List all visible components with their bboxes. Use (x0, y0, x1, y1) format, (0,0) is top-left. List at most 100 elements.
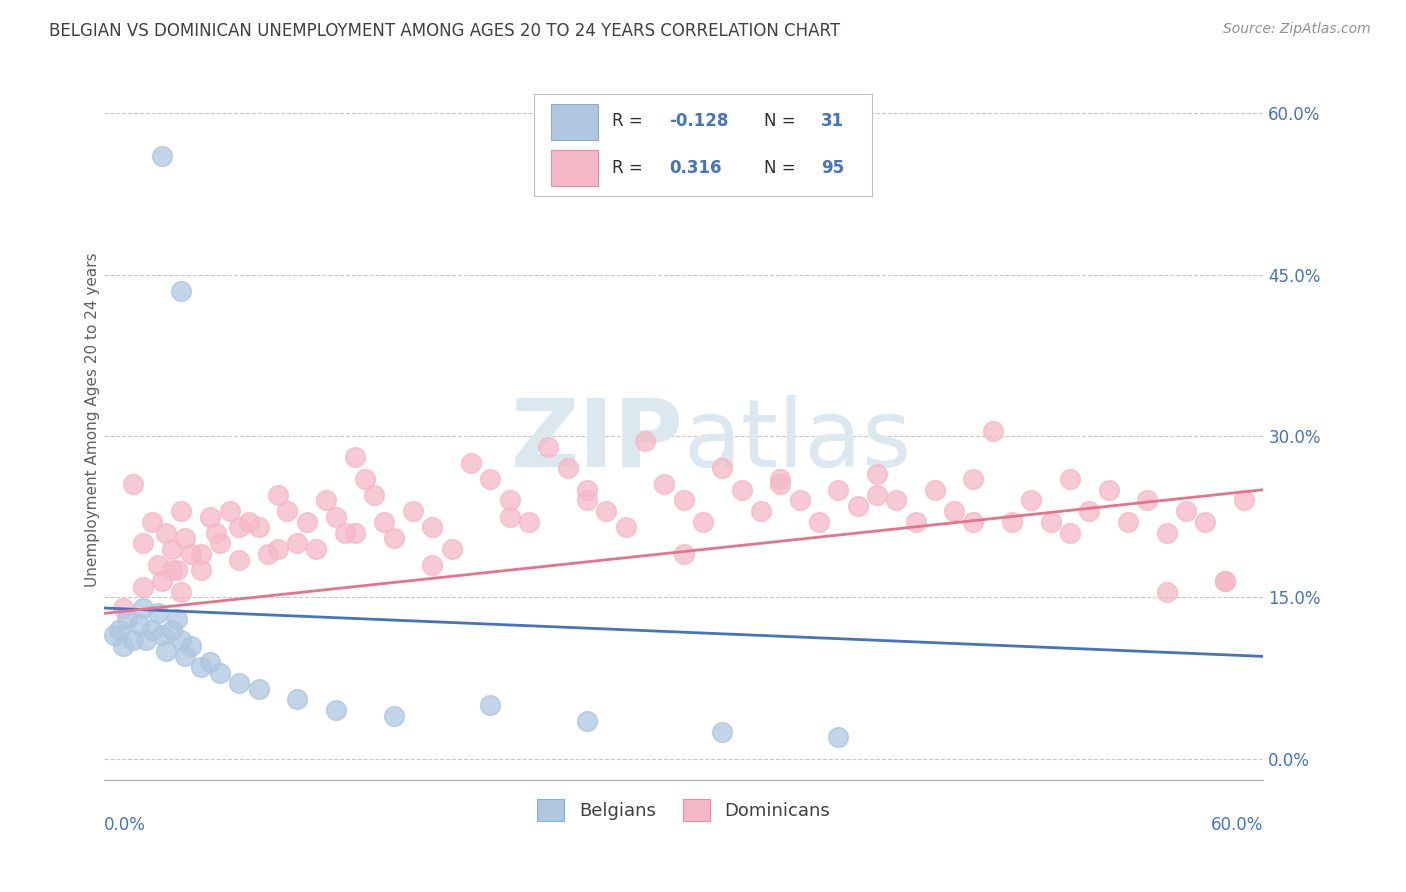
Text: 0.0%: 0.0% (104, 816, 146, 834)
Point (981, 424, 1004, 438)
Point (652, 477, 675, 491)
Point (827, 483, 849, 497)
Point (576, 483, 599, 497)
Bar (551, 150, 599, 186)
Text: 31: 31 (821, 112, 844, 130)
Point (1001, 515, 1024, 529)
Text: BELGIAN VS DOMINICAN UNEMPLOYMENT AMONG AGES 20 TO 24 YEARS CORRELATION CHART: BELGIAN VS DOMINICAN UNEMPLOYMENT AMONG … (49, 22, 841, 40)
Point (267, 541, 290, 556)
Point (122, 633, 145, 648)
Point (325, 703, 347, 717)
Point (1078, 504, 1101, 518)
Point (382, 531, 405, 545)
Point (174, 649, 197, 664)
Point (174, 531, 197, 545)
Point (344, 450, 367, 465)
Text: R =: R = (612, 112, 643, 130)
Point (576, 714, 599, 728)
Point (131, 536, 153, 550)
Point (422, 558, 444, 572)
Point (228, 520, 250, 534)
Point (257, 547, 280, 561)
Point (170, 585, 193, 599)
Point (789, 493, 811, 508)
Point (692, 515, 714, 529)
Point (769, 477, 792, 491)
Point (160, 623, 183, 637)
Point (1213, 574, 1236, 588)
Point (943, 504, 966, 518)
Point (122, 477, 145, 491)
Point (672, 493, 695, 508)
Point (1213, 574, 1236, 588)
Point (363, 488, 385, 502)
Text: 95: 95 (821, 159, 844, 177)
Point (276, 504, 298, 518)
Point (135, 633, 157, 648)
Point (190, 563, 212, 577)
Point (170, 504, 193, 518)
Point (150, 574, 173, 588)
Point (146, 558, 169, 572)
Point (190, 547, 212, 561)
Point (141, 623, 163, 637)
Point (1175, 504, 1198, 518)
Point (353, 472, 375, 486)
Point (517, 515, 540, 529)
Point (128, 617, 150, 632)
Point (827, 730, 849, 744)
Point (115, 612, 138, 626)
Point (315, 493, 337, 508)
Point (285, 692, 308, 706)
Point (344, 525, 367, 540)
Point (228, 552, 250, 566)
Point (440, 541, 463, 556)
Point (499, 493, 522, 508)
Point (1156, 525, 1178, 540)
Point (904, 515, 927, 529)
Text: Source: ZipAtlas.com: Source: ZipAtlas.com (1223, 22, 1371, 37)
Text: atlas: atlas (683, 395, 912, 487)
Point (228, 676, 250, 690)
Point (537, 440, 560, 454)
Point (267, 488, 290, 502)
Point (205, 525, 228, 540)
Point (155, 644, 177, 658)
Point (479, 698, 502, 712)
Point (112, 639, 135, 653)
Point (103, 628, 125, 642)
Point (335, 525, 357, 540)
Point (146, 607, 169, 621)
Point (576, 493, 599, 508)
Point (479, 472, 502, 486)
Point (218, 504, 240, 518)
Point (807, 515, 830, 529)
Point (962, 472, 984, 486)
Point (247, 681, 270, 696)
Point (1039, 515, 1062, 529)
Point (190, 660, 212, 674)
Point (198, 509, 221, 524)
Point (1136, 493, 1159, 508)
Point (150, 628, 173, 642)
Point (155, 525, 177, 540)
Point (208, 665, 231, 680)
Point (305, 541, 328, 556)
Point (499, 509, 522, 524)
Y-axis label: Unemployment Among Ages 20 to 24 years: Unemployment Among Ages 20 to 24 years (86, 252, 100, 587)
Point (160, 563, 183, 577)
Point (131, 601, 153, 615)
Point (672, 547, 695, 561)
Point (295, 515, 318, 529)
Point (730, 483, 752, 497)
Point (884, 493, 907, 508)
Point (160, 541, 183, 556)
Point (198, 655, 221, 669)
Point (238, 515, 260, 529)
Point (595, 504, 617, 518)
Point (1233, 493, 1256, 508)
Point (1098, 483, 1121, 497)
Point (285, 536, 308, 550)
Point (325, 509, 347, 524)
Point (711, 461, 734, 475)
